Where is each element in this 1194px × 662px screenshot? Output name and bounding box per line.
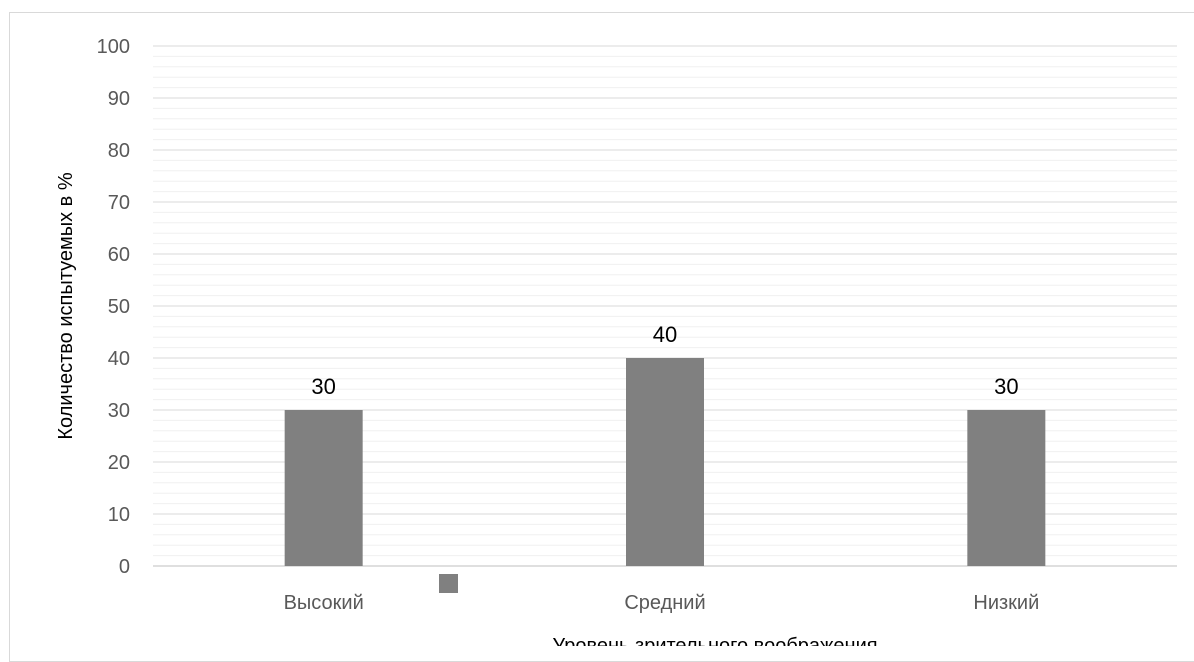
data-label: 30: [311, 374, 335, 399]
y-tick-label: 20: [108, 452, 130, 474]
y-tick-label: 80: [108, 140, 130, 162]
x-axis-title: Уровень зрительного воображения: [552, 635, 877, 646]
bars: [284, 358, 1046, 566]
y-tick-label: 0: [119, 556, 130, 578]
y-tick-label: 50: [108, 296, 130, 318]
bar: [284, 410, 363, 566]
y-tick-label: 60: [108, 244, 130, 266]
x-axis-categories: Высокий Средний Низкий: [284, 592, 1040, 614]
x-category-label: Средний: [624, 592, 705, 614]
y-tick-label: 30: [108, 400, 130, 422]
x-category-label: Низкий: [973, 592, 1039, 614]
data-label: 30: [994, 374, 1018, 399]
bar: [626, 358, 704, 566]
y-tick-label: 100: [97, 36, 130, 58]
data-label: 40: [653, 322, 677, 347]
y-tick-label: 70: [108, 192, 130, 214]
x-category-label: Высокий: [284, 592, 364, 614]
data-labels: 30 40 30: [311, 322, 1018, 399]
y-tick-label: 90: [108, 88, 130, 110]
bar: [967, 410, 1046, 566]
legend-swatch: [439, 574, 458, 593]
bar-chart: 0 10 20 30 40 50 60 70 80 90 100 30 40 30 Высокий Сре…: [55, 36, 1177, 646]
y-axis-title: Количество испытуемых в %: [55, 172, 77, 439]
y-tick-label: 10: [108, 504, 130, 526]
y-tick-label: 40: [108, 348, 130, 370]
y-axis-ticks: 0 10 20 30 40 50 60 70 80 90 100: [97, 36, 130, 578]
